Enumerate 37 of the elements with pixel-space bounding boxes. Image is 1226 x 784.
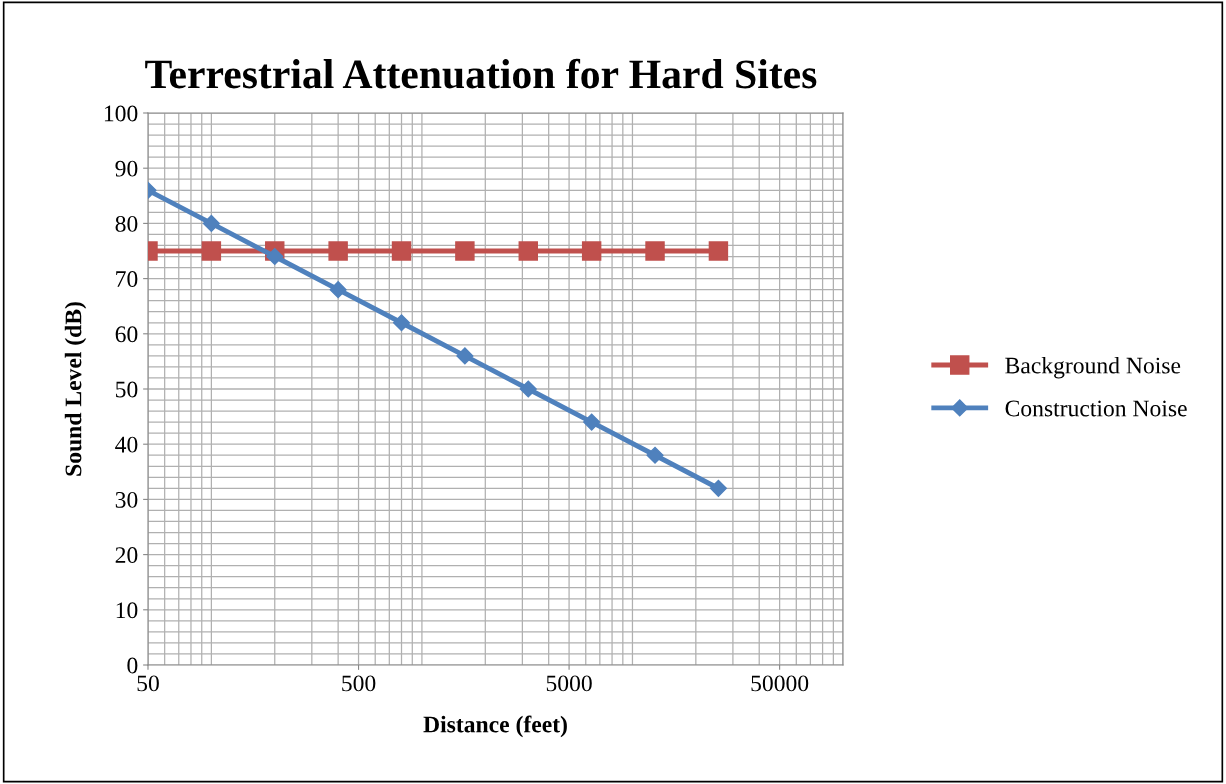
x-tick-label: 5000 [546,675,592,692]
x-axis-title: Distance (feet) [423,715,567,738]
legend-label: Background Noise [1005,356,1181,379]
legend-label: Construction Noise [1005,400,1187,417]
chart-title: Terrestrial Attenuation for Hard Sites [145,58,817,89]
y-tick-label: 30 [115,491,138,508]
y-tick-label: 90 [115,160,138,177]
point [583,413,601,431]
x-tick-label: 500 [342,675,376,692]
point [392,314,411,332]
y-tick-label: 70 [116,271,138,288]
point [328,241,348,261]
y-tick-label: 80 [115,215,138,232]
x-tick-label: 50 [137,675,159,692]
point [329,281,347,299]
point [645,241,665,261]
point [581,241,602,261]
point [646,446,664,464]
point [456,347,474,365]
point [455,241,475,261]
point [266,247,284,266]
y-tick-label: 60 [115,326,138,343]
y-tick-label: 40 [115,436,138,453]
point [201,241,222,261]
y-tick-label: 10 [116,602,138,619]
point [708,241,729,261]
x-tick-label: 50000 [751,675,809,692]
point [518,241,538,261]
point [202,214,220,232]
y-tick-label: 50 [116,381,138,398]
y-axis-title: Sound Level (dB) [64,302,87,476]
y-tick-label: 0 [127,657,138,674]
point [391,241,412,261]
point [519,380,537,398]
y-tick-label: 20 [115,547,138,564]
point [709,479,727,497]
y-tick-label: 100 [104,105,138,122]
